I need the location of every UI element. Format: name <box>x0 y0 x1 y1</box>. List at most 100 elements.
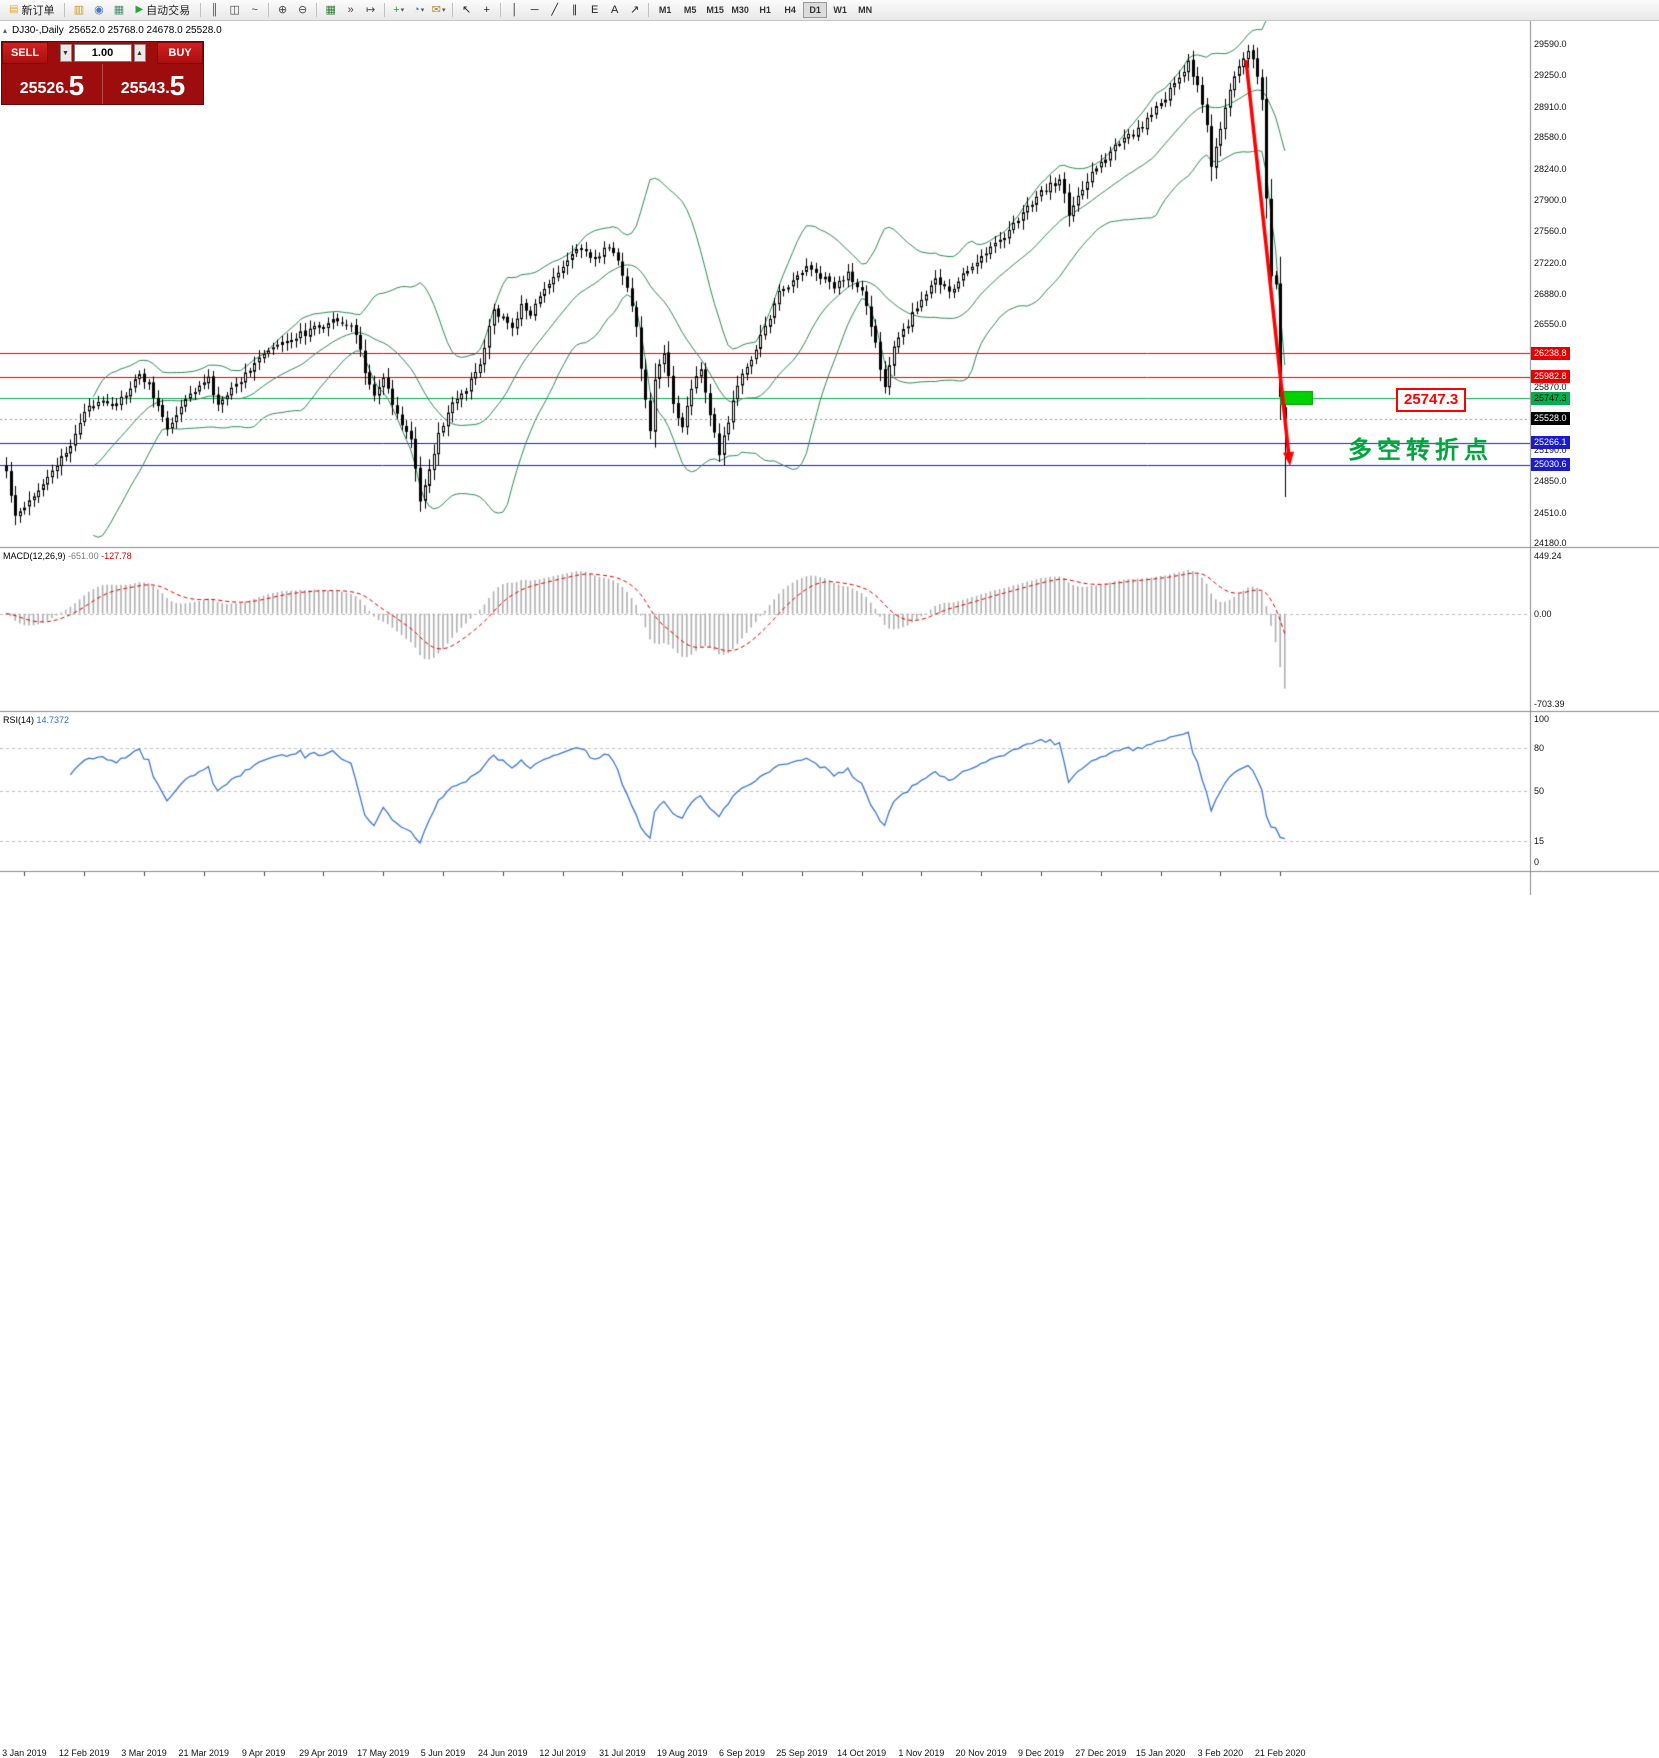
volume-increase-button[interactable]: ▲ <box>133 44 146 62</box>
date-label: 3 Jan 2019 <box>2 1748 47 1758</box>
templates-glyph: ✉ <box>431 3 441 16</box>
new-order-button[interactable]: ▤ 新订单 <box>3 1 60 19</box>
templates-dropdown[interactable]: ✉ ▾ <box>429 2 448 19</box>
rsi-name: RSI(14) <box>3 715 35 725</box>
macd-name: MACD(12,26,9) <box>3 551 66 561</box>
toolbar-separator <box>316 3 318 17</box>
toolbar-separator <box>500 3 502 17</box>
buy-price-main: 25543. <box>120 79 170 97</box>
toolbar: ▤ 新订单 ▥ ◉ ▦ ▶ 自动交易 ║ ◫ ~ ⊕ ⊖ ▦» ↦ + ▾ ◔ ▾ ✉ ▾ ↖ + │ ─ ╱ ∥ E A ↗ M1 M5 M… <box>0 0 1659 21</box>
text-icon: A <box>610 3 619 16</box>
fibonacci-icon: E <box>590 3 599 16</box>
one-click-trading-panel: SELL ▼ ▲ BUY 25526.5 25543.5 <box>1 41 204 105</box>
periods-dropdown[interactable]: ◔ ▾ <box>409 2 428 19</box>
price-axis-tick: 27220.0 <box>1534 257 1567 268</box>
crosshair-icon: + <box>483 3 490 16</box>
navigator-icon[interactable]: ◉ <box>89 2 108 19</box>
line-chart-icon[interactable]: ~ <box>245 2 264 19</box>
market-watch-icon: ▥ <box>73 3 85 16</box>
price-line-badge: 25747.3 <box>1531 391 1570 405</box>
periods-glyph: ◔ <box>413 3 420 16</box>
one-click-controls: SELL ▼ ▲ BUY <box>2 42 203 64</box>
buy-button[interactable]: BUY <box>157 42 203 64</box>
price-line-badge: 26238.8 <box>1531 346 1570 360</box>
rsi-axis-tick: 80 <box>1534 742 1545 753</box>
vertical-line-icon: │ <box>511 3 519 16</box>
price-axis-tick: 28580.0 <box>1534 132 1567 143</box>
fibonacci-icon[interactable]: E <box>585 2 604 19</box>
macd-panel[interactable] <box>0 548 1530 711</box>
date-label: 21 Feb 2020 <box>1254 1748 1306 1758</box>
panel-divider-time[interactable] <box>0 869 1659 874</box>
vertical-line-icon[interactable]: │ <box>505 2 524 19</box>
price-callout[interactable]: 25747.3 <box>1396 388 1467 412</box>
autotrading-button[interactable]: ▶ 自动交易 <box>129 1 196 19</box>
auto-scroll-icon: » <box>347 3 354 16</box>
price-axis-tick: 24510.0 <box>1534 507 1567 518</box>
rsi-label: RSI(14) 14.7372 <box>3 715 69 725</box>
timeframe-h4[interactable]: H4 <box>784 5 796 15</box>
market-watch-icon[interactable]: ▥ <box>69 2 88 19</box>
new-chart-dropdown[interactable]: + ▾ <box>389 2 408 19</box>
date-label: 15 Jan 2020 <box>1135 1748 1186 1758</box>
price-axis-tick: 26880.0 <box>1534 288 1567 299</box>
cursor-icon[interactable]: ↖ <box>457 2 476 19</box>
macd-axis-tick: 449.24 <box>1534 551 1562 561</box>
symbol-label: ▴ DJ30-,Daily 25652.0 25768.0 24678.0 25… <box>3 25 222 36</box>
timeframe-m30[interactable]: M30 <box>731 5 749 15</box>
line-chart-icon: ~ <box>251 3 258 16</box>
sell-price-main: 25526. <box>19 79 69 97</box>
date-label: 14 Oct 2019 <box>837 1748 887 1758</box>
symbol-ohlc: 25652.0 25768.0 24678.0 25528.0 <box>68 25 222 36</box>
chart-shift-icon[interactable]: ↦ <box>361 2 380 19</box>
price-axis-tick: 29590.0 <box>1534 39 1567 49</box>
price-axis-tick: 29250.0 <box>1534 70 1567 81</box>
terminal-icon[interactable]: ▦ <box>109 2 128 19</box>
auto-scroll-icon[interactable]: » <box>341 2 360 19</box>
timeframe-m1[interactable]: M1 <box>658 5 672 15</box>
candlestick-icon[interactable]: ◫ <box>225 2 244 19</box>
text-icon[interactable]: A <box>605 2 624 19</box>
sell-button[interactable]: SELL <box>2 42 48 64</box>
price-line-badge: 25982.8 <box>1531 370 1570 384</box>
navigator-icon: ◉ <box>94 3 104 16</box>
chevron-down-icon: ▾ <box>442 6 446 14</box>
tile-windows-icon: ▦ <box>325 3 336 16</box>
date-label: 12 Jul 2019 <box>539 1748 586 1758</box>
terminal-icon: ▦ <box>113 3 125 16</box>
sell-price-big: 5 <box>68 70 85 101</box>
zoom-out-icon[interactable]: ⊖ <box>293 2 312 19</box>
rsi-axis-tick: 100 <box>1534 714 1550 724</box>
timeframe-m15[interactable]: M15 <box>706 5 724 15</box>
rsi-axis-tick: 15 <box>1534 835 1545 846</box>
timeframe-m5[interactable]: M5 <box>683 5 697 15</box>
annotation-note[interactable]: 多空转折点 <box>1348 437 1493 464</box>
timeframe-w1[interactable]: W1 <box>833 5 847 15</box>
tile-windows-icon[interactable]: ▦ <box>321 2 340 19</box>
toolbar-separator <box>384 3 386 17</box>
trendline-icon[interactable]: ╱ <box>545 2 564 19</box>
zoom-in-icon[interactable]: ⊕ <box>273 2 292 19</box>
panel-divider-rsi[interactable] <box>0 709 1659 714</box>
horizontal-line-icon[interactable]: ─ <box>525 2 544 19</box>
volume-decrease-button[interactable]: ▼ <box>59 44 72 62</box>
price-axis-tick: 25190.0 <box>1534 444 1567 455</box>
panel-divider-macd[interactable] <box>0 545 1659 550</box>
sell-price[interactable]: 25526. 5 <box>2 64 103 104</box>
crosshair-icon[interactable]: + <box>477 2 496 19</box>
time-axis[interactable]: 3 Jan 2019 12 Feb 2019 3 Mar 2019 21 Mar 20… <box>0 872 1530 1758</box>
rsi-panel[interactable] <box>0 712 1530 871</box>
price-axis-tick: 27900.0 <box>1534 194 1567 205</box>
volume-input[interactable] <box>73 44 132 62</box>
bar-chart-icon: ║ <box>210 3 219 16</box>
one-click-collapse-icon[interactable]: ▴ <box>3 26 8 35</box>
bar-chart-icon[interactable]: ║ <box>205 2 224 19</box>
buy-price[interactable]: 25543. 5 <box>103 64 203 104</box>
timeframe-mn[interactable]: MN <box>858 5 873 15</box>
timeframe-h1[interactable]: H1 <box>759 5 771 15</box>
channel-icon[interactable]: ∥ <box>565 2 584 19</box>
arrows-icon[interactable]: ↗ <box>625 2 644 19</box>
price-line-badge: 25528.0 <box>1531 412 1570 426</box>
main-chart[interactable] <box>0 21 1530 547</box>
timeframe-d1[interactable]: D1 <box>803 2 828 18</box>
